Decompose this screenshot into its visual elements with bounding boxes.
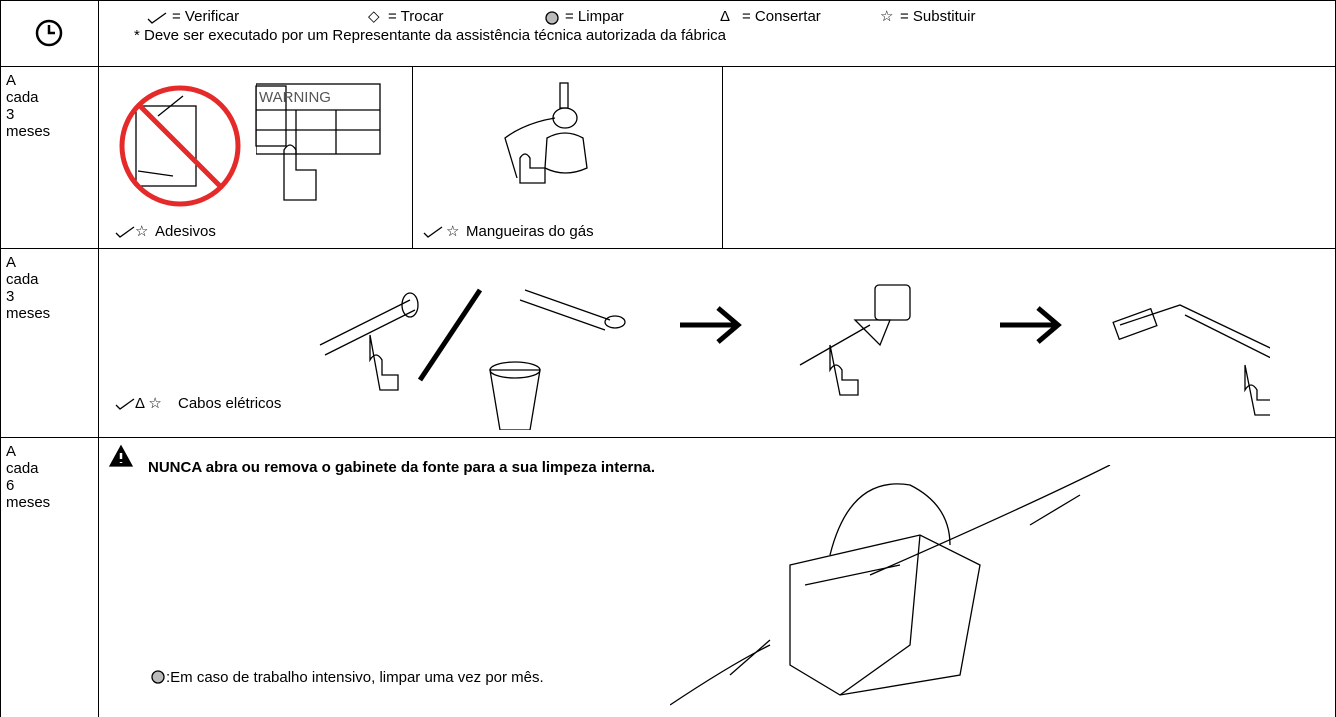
border [0, 0, 1336, 1]
legend-symbol: ◇ [368, 8, 380, 25]
legend-label: = Limpar [565, 8, 624, 25]
note: * Deve ser executado por um Representant… [134, 27, 727, 44]
clock-icon [35, 19, 63, 47]
legend-label: = Consertar [742, 8, 821, 25]
border [0, 248, 1336, 249]
welder-illustration [670, 465, 1111, 706]
check-icon [115, 398, 135, 410]
legend-symbol: ☆ [880, 8, 894, 25]
legend-label: = Substituir [900, 8, 976, 25]
check-icon [115, 226, 135, 238]
sign-text: WARNING [259, 89, 331, 106]
check-icon [147, 12, 167, 24]
warning-icon [108, 444, 134, 467]
border [722, 66, 723, 248]
stickers-illustration [119, 85, 287, 207]
border [0, 66, 1336, 67]
item-label: Cabos elétricos [178, 395, 282, 412]
warning-sign: WARNING [256, 83, 381, 201]
warning-text: NUNCA abra ou remova o gabinete da fonte… [148, 459, 656, 476]
clean-icon [545, 11, 559, 25]
item-symbols: Δ ☆ [135, 395, 162, 412]
gas-bottle [504, 82, 588, 184]
cables-illustration [319, 284, 1270, 430]
border [0, 0, 1, 717]
item-symbols: ☆ [135, 223, 149, 240]
item-symbols: ☆ [446, 223, 460, 240]
interval: A cada 3 meses [6, 72, 51, 140]
legend-label: = Verificar [172, 8, 240, 25]
clean-icon [151, 670, 165, 684]
check-icon [423, 226, 443, 238]
clean-note: :Em caso de trabalho intensivo, limpar u… [166, 669, 544, 686]
interval: A cada 3 meses [6, 254, 51, 322]
legend-symbol: Δ [720, 8, 731, 25]
border [412, 66, 413, 248]
item-label: Adesivos [155, 223, 216, 240]
interval: A cada 6 meses [6, 443, 51, 511]
legend-label: = Trocar [388, 8, 444, 25]
item-label: Mangueiras do gás [466, 223, 594, 240]
border [98, 0, 99, 717]
border [0, 437, 1336, 438]
